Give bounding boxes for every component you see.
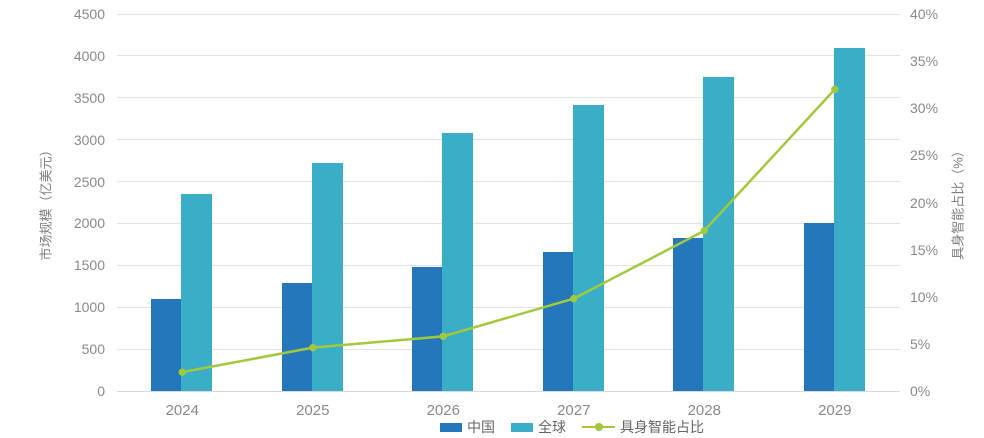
right-axis-tick-label: 20% (910, 194, 939, 211)
gridline (117, 306, 900, 308)
right-axis-tick-label: 5% (910, 335, 931, 352)
legend-label-china: 中国 (467, 419, 495, 435)
gridline (117, 264, 900, 266)
gridline (117, 55, 900, 57)
left-axis-tick-label: 1500 (73, 257, 105, 274)
bar-china (281, 282, 312, 391)
bar-global (703, 76, 735, 391)
bar-china (803, 222, 834, 391)
gridline (117, 181, 900, 183)
legend-label-global: 全球 (538, 419, 566, 435)
x-axis-tick-label: 2024 (165, 402, 199, 419)
left-axis-title: 市场规模（亿美元） (38, 143, 54, 261)
bar-global (442, 132, 474, 391)
legend-item-share: 具身智能占比 (582, 417, 704, 437)
left-axis-tick-label: 4000 (73, 47, 105, 64)
gridline (117, 13, 900, 15)
left-axis-tick-label: 2000 (73, 215, 105, 232)
right-axis-tick-label: 15% (910, 241, 939, 258)
x-axis-tick-label: 2025 (296, 402, 330, 419)
bar-china (412, 267, 443, 391)
gridline (117, 390, 900, 392)
left-axis-tick-label: 3500 (73, 89, 105, 106)
legend-line-marker-icon (582, 423, 615, 432)
right-axis-tick-label: 40% (910, 6, 939, 22)
right-axis-tick-label: 35% (910, 53, 939, 70)
right-axis-tick-label: 25% (910, 147, 939, 164)
left-axis-tick-label: 2500 (73, 173, 105, 190)
left-axis-tick-label: 4500 (73, 6, 105, 22)
left-axis-tick-label: 1000 (73, 299, 105, 316)
x-axis-tick-label: 2026 (426, 402, 460, 419)
right-axis-tick-label: 10% (910, 288, 939, 305)
gridline (117, 348, 900, 350)
x-axis-tick-label: 2027 (557, 402, 591, 419)
bar-global (833, 48, 865, 391)
right-axis-tick-label: 30% (910, 100, 939, 117)
trend-line (182, 88, 836, 374)
legend-swatch-china (440, 422, 462, 432)
left-axis-tick-label: 500 (81, 341, 105, 358)
bar-global (572, 105, 604, 391)
legend-label-share: 具身智能占比 (620, 419, 704, 435)
legend: 中国 全球 具身智能占比 (440, 417, 704, 437)
right-axis-tick-label: 0% (910, 383, 931, 399)
gridline (117, 97, 900, 99)
gridline (117, 139, 900, 141)
x-axis-tick-label: 2028 (687, 402, 721, 419)
gridline (117, 222, 900, 224)
bar-china (673, 237, 704, 391)
legend-swatch-global (511, 422, 533, 432)
left-axis-tick-label: 0 (97, 383, 105, 399)
left-axis-tick-label: 3000 (73, 131, 105, 148)
bar-global (311, 163, 343, 391)
legend-item-global: 全球 (511, 417, 566, 437)
legend-item-china: 中国 (440, 417, 495, 437)
x-axis-tick-label: 2029 (818, 402, 852, 419)
bar-global (181, 194, 213, 391)
bar-china (151, 298, 182, 391)
bar-china (542, 251, 573, 391)
